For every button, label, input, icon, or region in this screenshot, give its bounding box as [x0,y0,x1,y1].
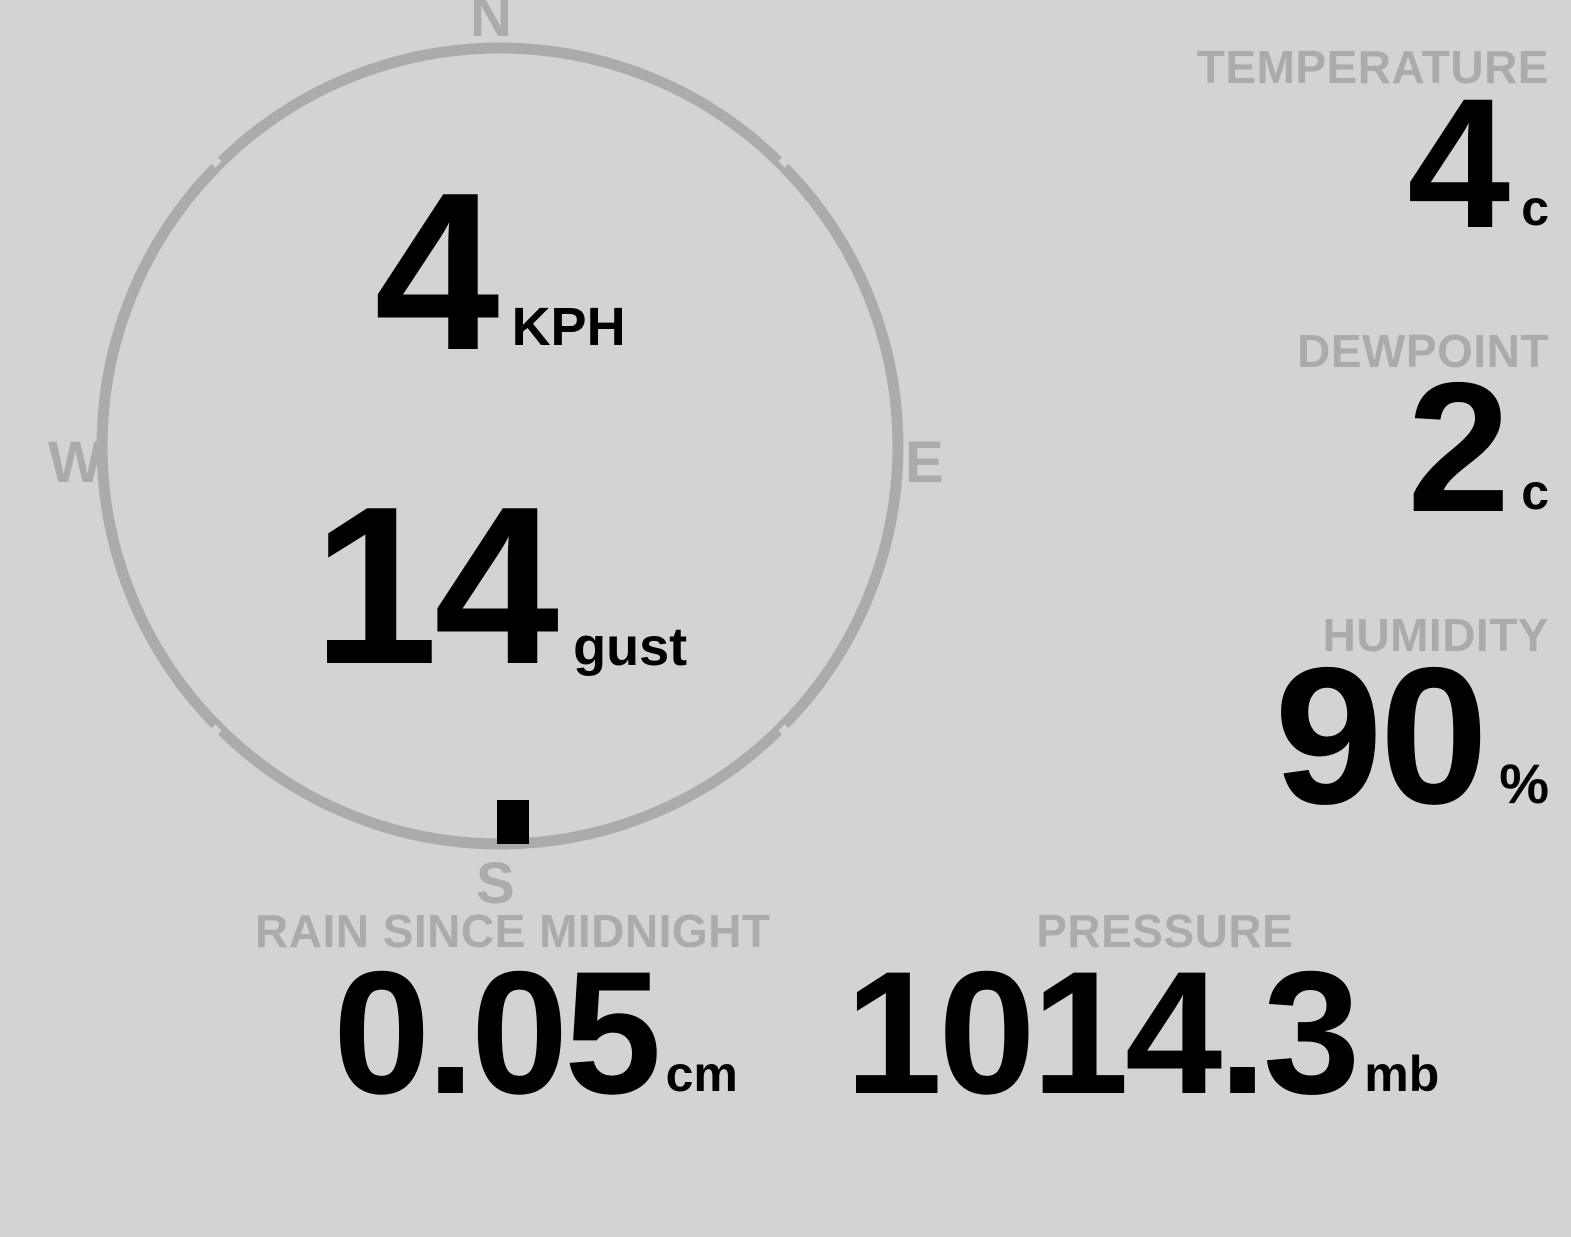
metric-humidity-value-row: 90 % [1274,627,1549,845]
wind-speed-value: 4 [374,145,499,397]
compass-ring-graphic [96,42,904,850]
metric-rain-value: 0.05 [333,936,662,1131]
wind-speed-readout: 4 KPH [0,145,1000,397]
compass-label-south: S [476,851,515,916]
metric-humidity-unit: % [1499,752,1549,815]
compass-label-north: N [470,0,512,49]
metric-pressure-value: 1014.3 [845,936,1360,1131]
metric-temperature-unit: c [1521,180,1549,236]
metric-pressure-value-row: 1014.3 mb [845,936,1440,1131]
metric-rain-label: RAIN SINCE MIDNIGHT [255,905,771,957]
wind-gust-value: 14 [312,459,559,711]
metric-humidity-label: HUMIDITY [1322,609,1549,661]
compass-tick-nw [205,151,222,168]
metric-pressure-unit: mb [1364,1046,1440,1102]
metric-pressure: PRESSURE 1014.3 mb [845,905,1440,1131]
wind-gust-unit: gust [573,617,688,677]
metric-humidity-value: 90 [1274,627,1488,845]
compass-ring [96,42,904,850]
wind-direction-marker [497,800,529,844]
compass-tick-sw [205,724,222,741]
compass-label-west: W [48,430,103,495]
metric-temperature-value-row: 4 c [1197,61,1549,267]
metric-pressure-label: PRESSURE [1036,905,1294,957]
metric-temperature-label: TEMPERATURE [1196,41,1549,93]
metric-temperature-value: 4 [1407,61,1510,267]
wind-gust-readout: 14 gust [0,459,1000,711]
metric-humidity: HUMIDITY 90 % [1274,609,1549,845]
wind-speed-unit: KPH [511,297,626,357]
metric-rain-value-row: 0.05 cm [333,936,771,1131]
metric-temperature: TEMPERATURE 4 c [1196,41,1549,267]
compass-tick-se [778,724,795,741]
metric-dewpoint-label: DEWPOINT [1297,325,1549,377]
metric-dewpoint-value-row: 2 c [1297,345,1549,551]
compass-tick-ne [778,151,795,168]
metric-dewpoint-value: 2 [1407,345,1510,551]
bottom-metric-row: RAIN SINCE MIDNIGHT 0.05 cm PRESSURE 101… [0,900,1571,1130]
metric-rain-unit: cm [665,1046,738,1102]
compass-label-east: E [905,430,944,495]
compass-tick-group [205,151,795,741]
metric-dewpoint: DEWPOINT 2 c [1297,325,1549,551]
metric-dewpoint-unit: c [1521,464,1549,520]
wind-dial: N E W S 4 KPH 14 gust [0,0,1000,913]
metric-rain-since-midnight: RAIN SINCE MIDNIGHT 0.05 cm [255,905,771,1131]
